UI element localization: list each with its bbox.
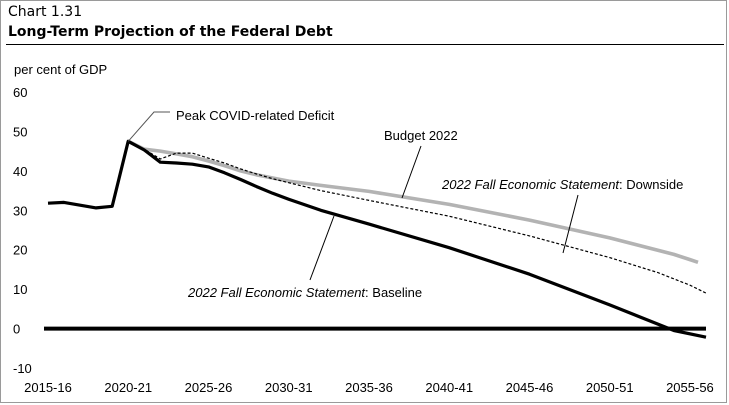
y-tick-labels: 60 50 40 30 20 10 0 -10 [13, 85, 32, 376]
y-tick-label: 10 [13, 282, 27, 297]
annotations: Peak COVID-related Deficit Budget 2022 202… [127, 108, 683, 300]
series-line-1 [127, 139, 699, 265]
x-tick-label: 2050-51 [586, 380, 634, 395]
series-lines [47, 139, 707, 339]
y-tick-label: -10 [13, 361, 32, 376]
peak-leader-line [127, 111, 170, 142]
annotation-fes-downside: 2022 Fall Economic Statement: Downside [441, 177, 683, 192]
y-tick-label: 40 [13, 164, 27, 179]
budget-leader-line [401, 145, 422, 199]
x-tick-label: 2055-56 [666, 380, 714, 395]
x-tick-label: 2030-31 [265, 380, 313, 395]
downside-leader-line [562, 194, 579, 254]
x-tick-label: 2015-16 [24, 380, 72, 395]
y-tick-label: 20 [13, 243, 27, 258]
annotation-peak: Peak COVID-related Deficit [176, 108, 335, 123]
chart-title: Long-Term Projection of the Federal Debt [8, 24, 333, 40]
x-tick-label: 2040-41 [425, 380, 473, 395]
annotation-fes-baseline: 2022 Fall Economic Statement: Baseline [187, 285, 422, 300]
x-tick-label: 2045-46 [506, 380, 554, 395]
series-line-3 [47, 139, 707, 339]
y-axis-unit-label: per cent of GDP [14, 62, 108, 77]
y-tick-label: 50 [13, 124, 27, 139]
x-tick-label: 2020-21 [104, 380, 152, 395]
baseline-leader-line [309, 215, 335, 281]
chart-number: Chart 1.31 [8, 4, 83, 20]
title-rule [6, 44, 724, 45]
y-tick-label: 30 [13, 203, 27, 218]
x-tick-label: 2035-36 [345, 380, 393, 395]
x-tick-label: 2025-26 [185, 380, 233, 395]
annotation-budget-2022: Budget 2022 [384, 128, 458, 143]
y-tick-label: 60 [13, 85, 27, 100]
series-line-2 [127, 140, 707, 294]
x-tick-labels: 2015-16 2020-21 2025-26 2030-31 2035-36 2040-… [24, 380, 714, 395]
y-tick-label: 0 [13, 322, 20, 337]
